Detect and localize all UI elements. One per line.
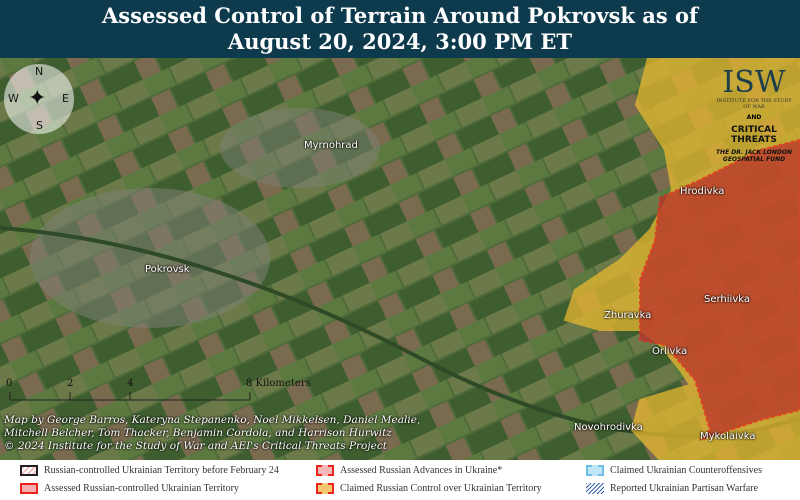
- isw-ct-logo: ISW INSTITUTE FOR THE STUDY OF WAR AND C…: [714, 65, 794, 164]
- dashed-yellow-swatch-icon: [316, 483, 334, 494]
- satellite-map[interactable]: N S W E ✦ Myrnohrad Pokrovsk Hrodivka Zh…: [0, 58, 800, 460]
- pokrovsk-urban: [30, 188, 270, 328]
- isw-logo-text: ISW: [722, 65, 786, 100]
- legend-label: Reported Ukrainian Partisan Warfare: [610, 483, 759, 494]
- legend-item-partisan-warfare: Reported Ukrainian Partisan Warfare: [586, 483, 758, 494]
- map-title: Assessed Control of Terrain Around Pokro…: [0, 0, 800, 58]
- scale-bar: [9, 392, 251, 401]
- scale-label: 8 Kilometers: [246, 378, 311, 389]
- dashed-red-swatch-icon: [316, 465, 334, 476]
- compass-e: E: [62, 92, 69, 105]
- scale-tick-2: 2: [67, 378, 74, 389]
- town-mykolaivka: Mykolaivka: [700, 431, 756, 442]
- map-layer: [0, 58, 800, 460]
- myrnohrad-urban: [220, 108, 380, 188]
- legend-item-ukrainian-counteroffensives: Claimed Ukrainian Counteroffensives: [586, 465, 762, 476]
- hatched-swatch-icon: [20, 465, 38, 476]
- legend-item-pre-2022: Russian-controlled Ukrainian Territory b…: [20, 465, 279, 476]
- legend-label: Assessed Russian-controlled Ukrainian Te…: [44, 483, 239, 494]
- red-swatch-icon: [20, 483, 38, 494]
- logo-and: AND: [746, 114, 762, 121]
- credit-line: Map by George Barros, Kateryna Stepanenk…: [4, 414, 421, 426]
- town-myrnohrad: Myrnohrad: [304, 140, 358, 151]
- legend-label: Russian-controlled Ukrainian Territory b…: [44, 465, 279, 476]
- town-novohrodivka: Novohrodivka: [574, 422, 643, 433]
- town-hrodivka: Hrodivka: [680, 186, 725, 197]
- town-orlivka: Orlivka: [652, 346, 688, 357]
- title-line-2: August 20, 2024, 3:00 PM ET: [227, 29, 573, 54]
- scale-tick-4: 4: [127, 378, 134, 389]
- critical-threats-logo-text: CRITICAL THREATS: [731, 125, 777, 145]
- credit-line: © 2024 Institute for the Study of War an…: [4, 440, 387, 452]
- legend-label: Claimed Russian Control over Ukrainian T…: [340, 483, 542, 494]
- town-serhiivka: Serhiivka: [704, 294, 750, 305]
- isw-subtitle: INSTITUTE FOR THE STUDY OF WAR: [716, 98, 792, 110]
- compass-w: W: [8, 92, 19, 105]
- credit-line: Mitchell Belcher, Tom Thacker, Benjamin …: [4, 427, 392, 439]
- legend-label: Assessed Russian Advances in Ukraine*: [340, 465, 503, 476]
- compass-rose: N S W E ✦: [4, 64, 74, 134]
- assessed-russian-control-area: [639, 138, 800, 441]
- town-pokrovsk: Pokrovsk: [145, 264, 190, 275]
- blue-hatched-swatch-icon: [586, 483, 604, 494]
- map-credits: Map by George Barros, Kateryna Stepanenk…: [4, 414, 420, 453]
- title-line-1: Assessed Control of Terrain Around Pokro…: [102, 3, 698, 28]
- town-zhuravka: Zhuravka: [604, 310, 652, 321]
- compass-n: N: [35, 65, 44, 78]
- geospatial-fund-text: THE DR. JACK LONDON GEOSPATIAL FUND: [715, 149, 793, 163]
- compass-s: S: [36, 119, 43, 132]
- dashed-blue-swatch-icon: [586, 465, 604, 476]
- legend-label: Claimed Ukrainian Counteroffensives: [610, 465, 763, 476]
- scale-tick-0: 0: [6, 378, 13, 389]
- legend-item-russian-controlled: Assessed Russian-controlled Ukrainian Te…: [20, 483, 239, 494]
- legend-item-russian-advances: Assessed Russian Advances in Ukraine*: [316, 465, 502, 476]
- legend: Russian-controlled Ukrainian Territory b…: [0, 460, 800, 500]
- legend-item-claimed-russian: Claimed Russian Control over Ukrainian T…: [316, 483, 542, 494]
- compass-star-icon: ✦: [28, 86, 47, 111]
